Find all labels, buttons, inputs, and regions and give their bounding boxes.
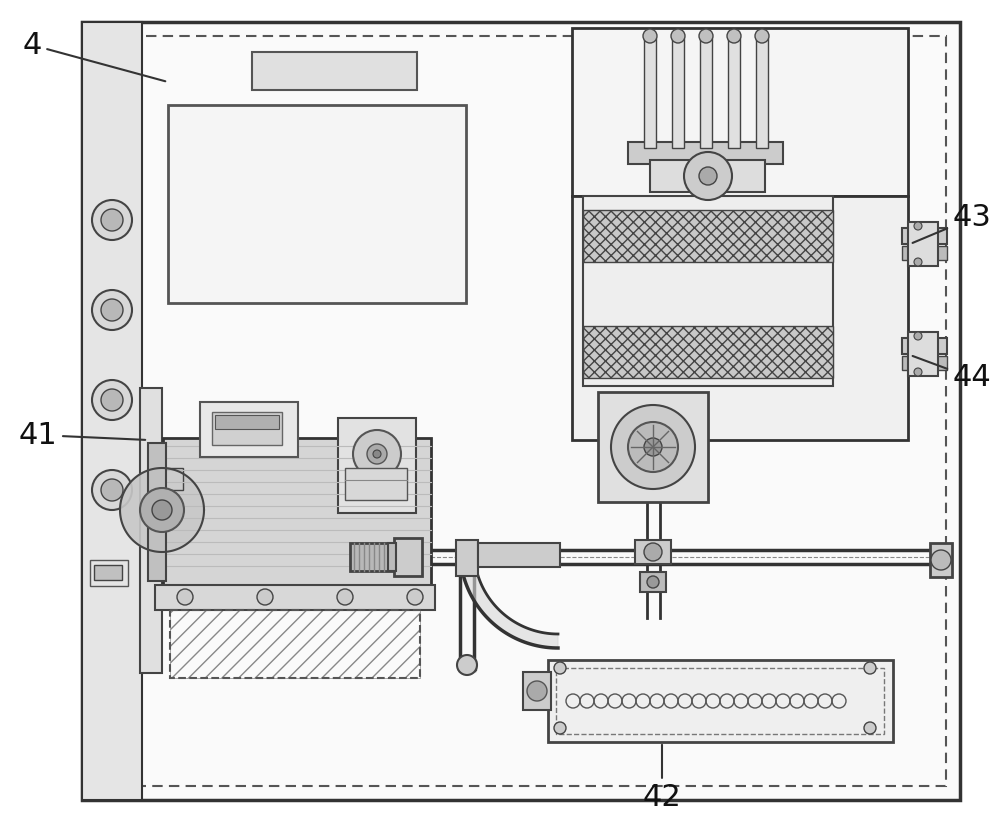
Bar [394, 538, 422, 576]
Bar [583, 196, 833, 386]
Circle shape [699, 167, 717, 185]
Circle shape [92, 200, 132, 240]
Circle shape [727, 29, 741, 43]
Bar [556, 668, 884, 734]
Bar [345, 468, 407, 500]
Circle shape [177, 589, 193, 605]
Bar [572, 196, 908, 440]
Text: 42: 42 [643, 745, 681, 813]
Bar [140, 388, 162, 673]
Circle shape [644, 543, 662, 561]
Bar [170, 610, 420, 678]
Circle shape [257, 589, 273, 605]
Circle shape [611, 405, 695, 489]
Circle shape [92, 380, 132, 420]
Circle shape [554, 722, 566, 734]
Bar [548, 660, 893, 742]
Text: 44: 44 [913, 356, 991, 393]
Circle shape [367, 444, 387, 464]
Bar [583, 326, 833, 378]
Circle shape [914, 368, 922, 376]
Bar [650, 160, 765, 192]
Bar [212, 412, 282, 445]
Circle shape [628, 422, 678, 472]
Circle shape [864, 662, 876, 674]
Bar [583, 210, 833, 262]
Polygon shape [460, 550, 558, 648]
Bar [672, 38, 684, 148]
Bar [902, 228, 947, 244]
Bar [700, 38, 712, 148]
Circle shape [864, 722, 876, 734]
Bar [94, 565, 122, 580]
Bar [756, 38, 768, 148]
Bar [388, 543, 396, 571]
Bar [902, 338, 947, 354]
Bar [163, 438, 431, 586]
Circle shape [644, 438, 662, 456]
Circle shape [101, 209, 123, 231]
Circle shape [337, 589, 353, 605]
Circle shape [914, 222, 922, 230]
Text: 41: 41 [19, 421, 145, 450]
Bar [252, 52, 417, 90]
Circle shape [643, 29, 657, 43]
Circle shape [527, 681, 547, 701]
Bar [350, 543, 394, 571]
Bar [628, 142, 783, 164]
Circle shape [914, 332, 922, 340]
Circle shape [407, 589, 423, 605]
Circle shape [101, 389, 123, 411]
Bar [598, 392, 708, 502]
Circle shape [699, 29, 713, 43]
Text: 4: 4 [22, 31, 165, 82]
Bar [902, 246, 947, 260]
Bar [155, 585, 435, 610]
Bar [155, 468, 183, 490]
Bar [640, 572, 666, 592]
Circle shape [671, 29, 685, 43]
Circle shape [554, 662, 566, 674]
Polygon shape [120, 468, 204, 552]
Bar [90, 560, 128, 586]
Text: 43: 43 [913, 204, 991, 243]
Circle shape [152, 500, 172, 520]
Circle shape [755, 29, 769, 43]
Bar [338, 418, 416, 513]
Bar [478, 543, 560, 567]
Circle shape [101, 299, 123, 321]
Circle shape [92, 470, 132, 510]
Circle shape [457, 655, 477, 675]
Bar [170, 610, 420, 678]
Bar [572, 28, 908, 196]
Bar [458, 660, 476, 670]
Circle shape [684, 152, 732, 200]
Bar [523, 672, 551, 710]
Bar [635, 540, 671, 564]
Circle shape [373, 450, 381, 458]
Circle shape [914, 258, 922, 266]
Bar [728, 38, 740, 148]
Bar [908, 332, 938, 376]
Bar [200, 402, 298, 457]
Bar [148, 443, 166, 581]
Circle shape [931, 550, 951, 570]
Circle shape [92, 290, 132, 330]
Bar [902, 356, 947, 370]
Bar [96, 36, 946, 786]
Bar [82, 22, 142, 800]
Circle shape [353, 430, 401, 478]
Bar [930, 543, 952, 577]
Bar [908, 222, 938, 266]
Bar [644, 38, 656, 148]
Circle shape [101, 479, 123, 501]
Bar [168, 105, 466, 303]
Bar [215, 415, 279, 429]
Circle shape [647, 576, 659, 588]
Bar [82, 22, 960, 800]
Bar [456, 540, 478, 576]
Circle shape [140, 488, 184, 532]
